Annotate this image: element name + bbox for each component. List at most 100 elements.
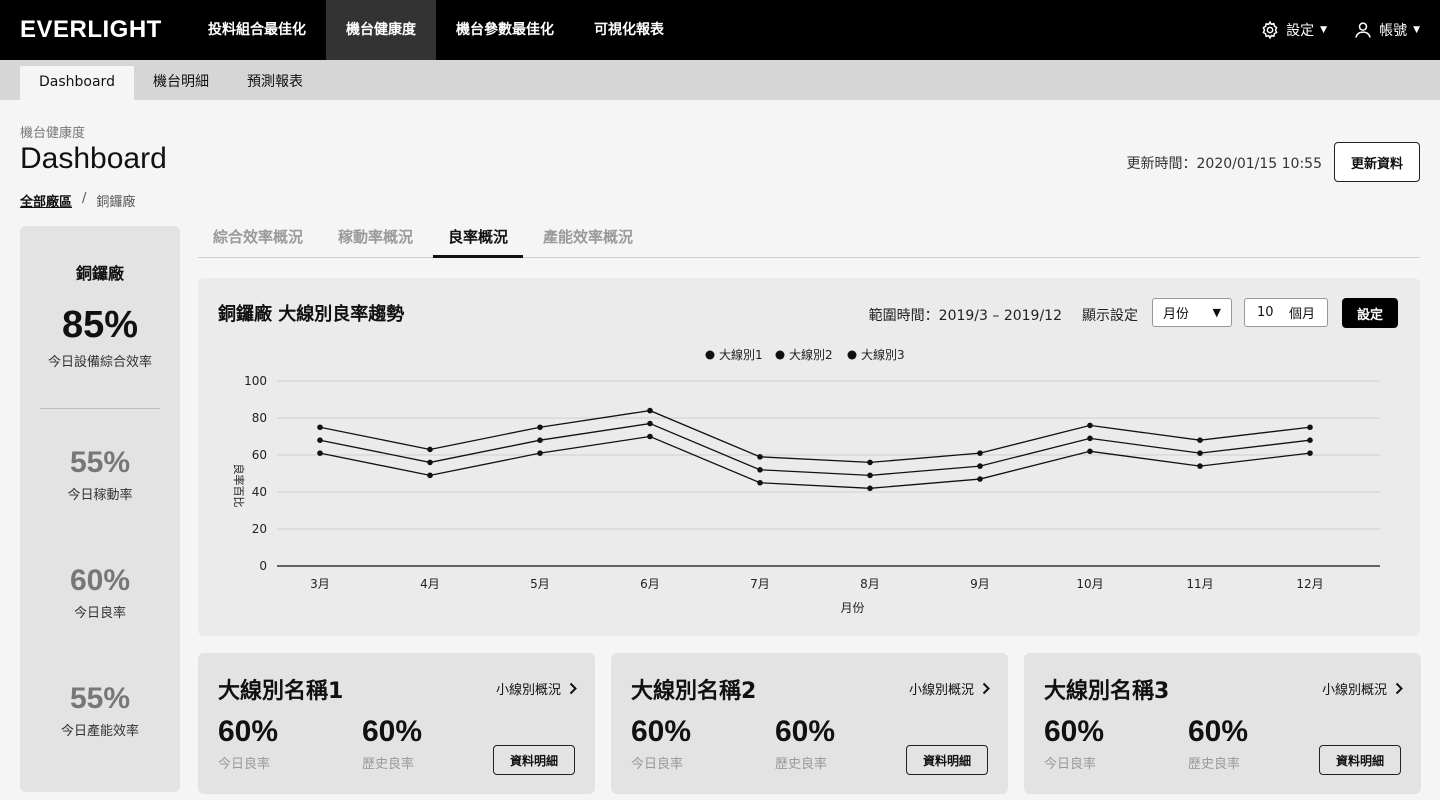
metric-label: 今日良率 <box>73 606 126 621</box>
history-yield: 60% 歷史良率 <box>775 715 835 772</box>
data-point <box>537 437 543 443</box>
months-input-value: 10 <box>1257 305 1274 320</box>
account-label: 帳號 <box>1379 23 1408 39</box>
data-point <box>867 485 873 492</box>
x-tick-label: 9月 <box>970 577 990 591</box>
x-axis-title: 月份 <box>840 601 864 615</box>
apply-settings-button[interactable]: 設定 <box>1342 298 1398 328</box>
line-name: 大線別名稱3 <box>1044 679 1170 704</box>
x-tick-label: 7月 <box>750 577 770 591</box>
line-name: 大線別名稱2 <box>631 679 757 704</box>
data-point <box>757 454 763 460</box>
history-yield-value: 60% <box>362 715 423 748</box>
nav-item-feed-optimization[interactable]: 投料組合最佳化 <box>208 22 306 38</box>
metric-capacity: 55% 今日產能效率 <box>20 682 180 739</box>
legend-label: 大線別1 <box>719 347 763 362</box>
data-point <box>317 424 323 431</box>
x-tick-label: 8月 <box>860 577 880 591</box>
line-card-1: 大線別名稱1 小線別概況 60% 今日良率 60% 歷史良率 資料明細 <box>198 653 595 794</box>
metric-utilization: 55% 今日稼動率 <box>20 446 180 503</box>
x-tick-label: 5月 <box>530 577 550 591</box>
data-point <box>427 459 433 466</box>
tab-capacity-overview[interactable]: 產能效率概況 <box>543 228 634 246</box>
sub-line-overview-label: 小線別概況 <box>908 683 974 698</box>
settings-menu[interactable]: 設定 ▼ <box>1260 20 1327 40</box>
data-point <box>317 437 323 443</box>
main-nav: 投料組合最佳化 機台健康度 機台參數最佳化 可視化報表 <box>188 0 684 60</box>
history-yield-value: 60% <box>775 715 836 748</box>
sidebar-divider <box>40 408 160 409</box>
subnav-item-machine-details[interactable]: 機台明細 <box>152 74 209 90</box>
legend-label: 大線別3 <box>861 347 905 362</box>
history-yield-label: 歷史良率 <box>362 757 415 772</box>
series-line-3 <box>319 435 1311 489</box>
chevron-right-icon <box>569 682 577 695</box>
y-axis-title: 良率百比 <box>232 464 246 508</box>
sub-line-overview-link[interactable]: 小線別概況 <box>909 679 990 698</box>
time-range-label: 範圍時間：2019/3 – 2019/12 <box>868 308 1062 324</box>
metric-label: 今日產能效率 <box>60 724 139 739</box>
sidebar-plant-name: 銅鑼廠 <box>75 264 124 283</box>
metric-value: 55% <box>69 682 131 715</box>
metric-label: 今日稼動率 <box>67 488 133 503</box>
today-yield-label: 今日良率 <box>218 757 271 772</box>
y-tick-label: 20 <box>252 522 267 536</box>
x-tick-label: 11月 <box>1186 577 1213 591</box>
update-time: 更新時間：2020/01/15 10:55 <box>1126 156 1323 172</box>
months-input[interactable]: 10 個月 <box>1244 298 1328 327</box>
data-point <box>537 424 543 431</box>
nav-item-parameter-optimization[interactable]: 機台參數最佳化 <box>456 22 554 38</box>
period-select-value: 月份 <box>1163 307 1190 322</box>
page-title: Dashboard <box>20 142 167 175</box>
sub-line-overview-link[interactable]: 小線別概況 <box>1322 679 1403 698</box>
today-yield-label: 今日良率 <box>1044 757 1097 772</box>
sub-line-overview-label: 小線別概況 <box>495 683 561 698</box>
months-unit: 個月 <box>1288 307 1315 322</box>
data-point <box>1197 463 1203 469</box>
line-name: 大線別名稱1 <box>218 679 344 704</box>
sub-line-overview-link[interactable]: 小線別概況 <box>496 679 577 698</box>
period-select[interactable]: 月份 ▼ <box>1152 298 1232 327</box>
data-detail-button[interactable]: 資料明細 <box>493 745 575 775</box>
data-point <box>1307 424 1313 431</box>
caret-down-icon: ▼ <box>1413 25 1420 35</box>
data-point <box>867 459 873 466</box>
data-point <box>647 433 653 440</box>
tab-yield-overview[interactable]: 良率概況 <box>433 226 524 258</box>
data-point <box>537 450 543 456</box>
chevron-right-icon <box>1395 682 1403 695</box>
subnav-item-forecast-report[interactable]: 預測報表 <box>246 74 303 90</box>
data-point <box>757 467 763 473</box>
tab-oee-overview[interactable]: 綜合效率概況 <box>213 228 304 246</box>
tab-utilization-overview[interactable]: 稼動率概況 <box>338 228 414 246</box>
subnav-item-dashboard[interactable]: Dashboard <box>20 66 134 100</box>
nav-item-visual-reports[interactable]: 可視化報表 <box>594 22 664 38</box>
breadcrumb-all-plants[interactable]: 全部廠區 <box>20 195 73 210</box>
y-tick-label: 40 <box>252 485 267 499</box>
data-point <box>977 450 983 456</box>
breadcrumb: 全部廠區 / 銅鑼廠 <box>20 191 135 210</box>
data-detail-button[interactable]: 資料明細 <box>906 745 988 775</box>
history-yield-label: 歷史良率 <box>1188 757 1241 772</box>
overview-tabs: 綜合效率概況 稼動率概況 良率概況 產能效率概況 <box>198 226 1420 258</box>
y-tick-label: 60 <box>252 448 267 462</box>
nav-item-machine-health[interactable]: 機台健康度 <box>326 0 436 60</box>
x-tick-label: 12月 <box>1296 577 1323 591</box>
caret-down-icon: ▼ <box>1212 306 1221 319</box>
metric-value: 60% <box>69 564 131 597</box>
y-tick-label: 0 <box>259 559 267 573</box>
account-menu[interactable]: 帳號 ▼ <box>1353 20 1420 40</box>
history-yield: 60% 歷史良率 <box>1188 715 1248 772</box>
x-tick-label: 3月 <box>310 577 330 591</box>
user-icon <box>1355 22 1371 38</box>
refresh-data-button[interactable]: 更新資料 <box>1334 142 1420 182</box>
data-detail-button[interactable]: 資料明細 <box>1319 745 1401 775</box>
data-point <box>977 463 983 469</box>
metric-yield: 60% 今日良率 <box>20 564 180 621</box>
metric-value: 55% <box>69 446 131 479</box>
history-yield-label: 歷史良率 <box>775 757 828 772</box>
today-yield: 60% 今日良率 <box>1044 715 1104 772</box>
data-point <box>317 450 323 456</box>
brand-logo[interactable]: EVERLIGHT <box>20 16 162 43</box>
